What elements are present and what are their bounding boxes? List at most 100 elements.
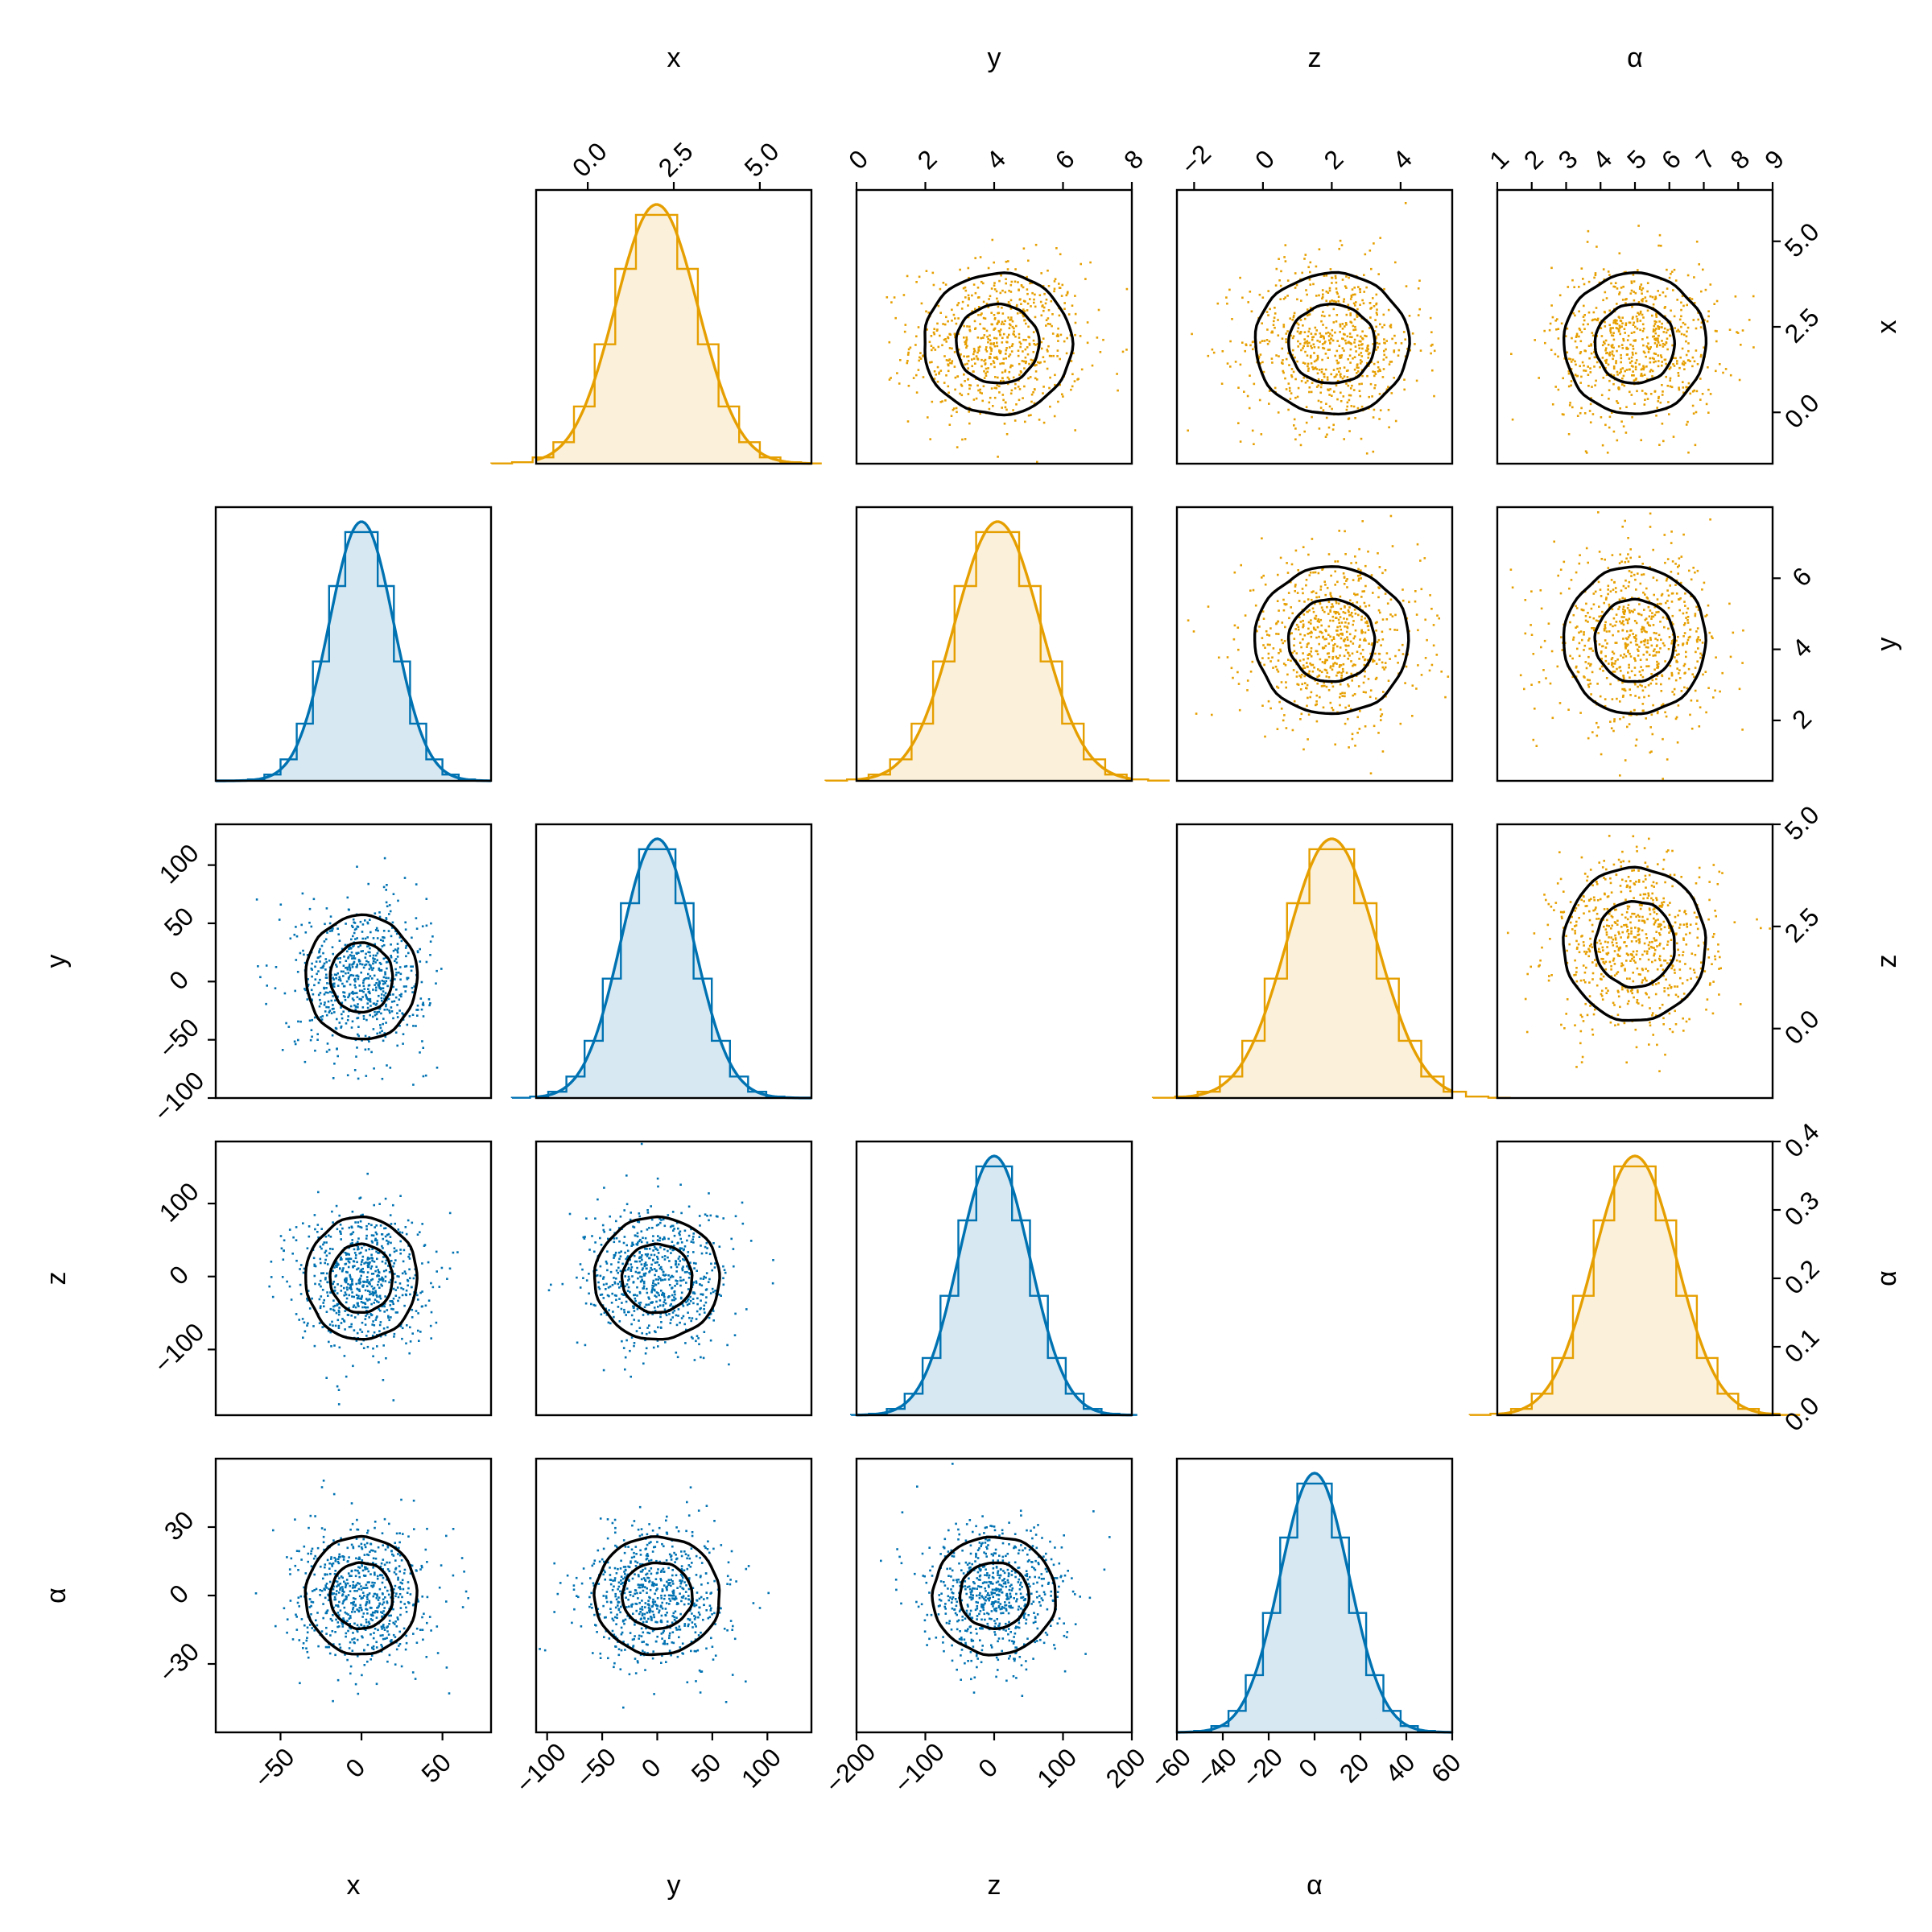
scatter-point (361, 950, 364, 952)
scatter-point (1592, 603, 1596, 606)
scatter-point (960, 383, 963, 386)
scatter-point (1604, 349, 1607, 352)
scatter-point (1665, 362, 1667, 365)
scatter-point (1324, 645, 1327, 647)
scatter-point (1321, 646, 1324, 649)
scatter-point (1302, 592, 1304, 595)
scatter-point (349, 1005, 353, 1008)
scatter-point (1046, 323, 1050, 325)
scatter-point (1690, 699, 1693, 702)
scatter-point (1625, 406, 1628, 408)
scatter-point (266, 985, 268, 987)
scatter-point (1363, 291, 1365, 293)
scatter-point (1024, 356, 1027, 359)
scatter-point (1567, 369, 1571, 373)
scatter-point (1604, 423, 1607, 427)
scatter-point (1626, 607, 1629, 609)
scatter-point (1258, 293, 1261, 296)
scatter-point (1606, 924, 1608, 927)
scatter-point (1237, 422, 1240, 424)
scatter-point (303, 1060, 307, 1063)
scatter-point (1229, 365, 1232, 368)
scatter-point (1625, 618, 1628, 621)
scatter-point (1671, 691, 1674, 693)
scatter-point (983, 360, 985, 362)
scatter-point (1067, 313, 1071, 316)
scatter-point (1319, 407, 1323, 409)
scatter-point (398, 966, 402, 968)
scatter-point (1678, 653, 1680, 655)
scatter-point (989, 363, 993, 365)
scatter-point (392, 985, 394, 989)
scatter-point (1287, 658, 1290, 661)
scatter-point (369, 964, 372, 967)
scatter-point (967, 294, 970, 297)
scatter-point (1307, 308, 1309, 311)
scatter-point (1682, 954, 1684, 956)
scatter-point (1640, 368, 1643, 371)
scatter-point (416, 1004, 419, 1007)
scatter-point (422, 1001, 424, 1005)
scatter-point (1331, 428, 1335, 431)
scatter-point (1262, 574, 1265, 577)
scatter-point (1292, 335, 1295, 337)
scatter-point (1275, 354, 1278, 357)
scatter-point (1063, 308, 1066, 310)
scatter-point (1617, 995, 1620, 998)
scatter-point (1320, 606, 1323, 609)
scatter-point (394, 948, 397, 951)
scatter-point (1602, 960, 1604, 964)
scatter-point (1579, 630, 1583, 633)
scatter-point (1637, 654, 1640, 657)
scatter-point (1344, 649, 1348, 651)
scatter-point (1343, 654, 1346, 658)
scatter-point (1424, 618, 1426, 621)
scatter-point (1249, 374, 1251, 377)
scatter-point (1613, 720, 1616, 723)
upper-scatter-panel-z-x (1175, 188, 1454, 465)
density-area (536, 204, 811, 464)
scatter-point (1334, 743, 1336, 746)
scatter-point (353, 928, 357, 931)
scatter-point (1714, 329, 1717, 332)
scatter-point (1682, 360, 1685, 363)
scatter-point (1316, 675, 1319, 678)
scatter-point (1632, 972, 1634, 974)
scatter-point (1562, 377, 1564, 380)
scatter-point (1335, 349, 1339, 353)
scatter-point (1624, 968, 1626, 970)
scatter-point (1572, 636, 1575, 639)
scatter-point (397, 899, 399, 902)
scatter-point (1653, 648, 1656, 650)
scatter-point (1671, 925, 1674, 928)
density-curve (1176, 837, 1453, 1099)
scatter-point (1299, 319, 1302, 321)
scatter-point (1539, 959, 1542, 962)
scatter-point (1347, 384, 1350, 387)
scatter-point (1663, 534, 1666, 536)
scatter-point (1632, 348, 1635, 350)
scatter-point (1023, 310, 1026, 312)
scatter-point (1385, 356, 1388, 359)
scatter-point (1664, 711, 1666, 714)
scatter-point (407, 976, 410, 980)
scatter-point (1653, 323, 1657, 325)
scatter-point (1303, 667, 1307, 669)
scatter-point (1296, 298, 1298, 301)
scatter-point (1334, 331, 1336, 334)
scatter-point (360, 998, 363, 1001)
scatter-point (1251, 429, 1254, 432)
scatter-point (1604, 325, 1607, 328)
scatter-point (1673, 268, 1676, 271)
scatter-point (1680, 315, 1682, 318)
scatter-point (1556, 318, 1558, 320)
scatter-point (1285, 686, 1287, 689)
scatter-point (344, 998, 347, 1001)
scatter-point (1680, 555, 1683, 558)
scatter-point (1315, 636, 1318, 639)
scatter-point (1654, 919, 1657, 922)
scatter-point (1630, 670, 1633, 673)
scatter-point (1622, 623, 1625, 626)
scatter-point (1349, 348, 1352, 351)
scatter-point (1657, 244, 1660, 247)
